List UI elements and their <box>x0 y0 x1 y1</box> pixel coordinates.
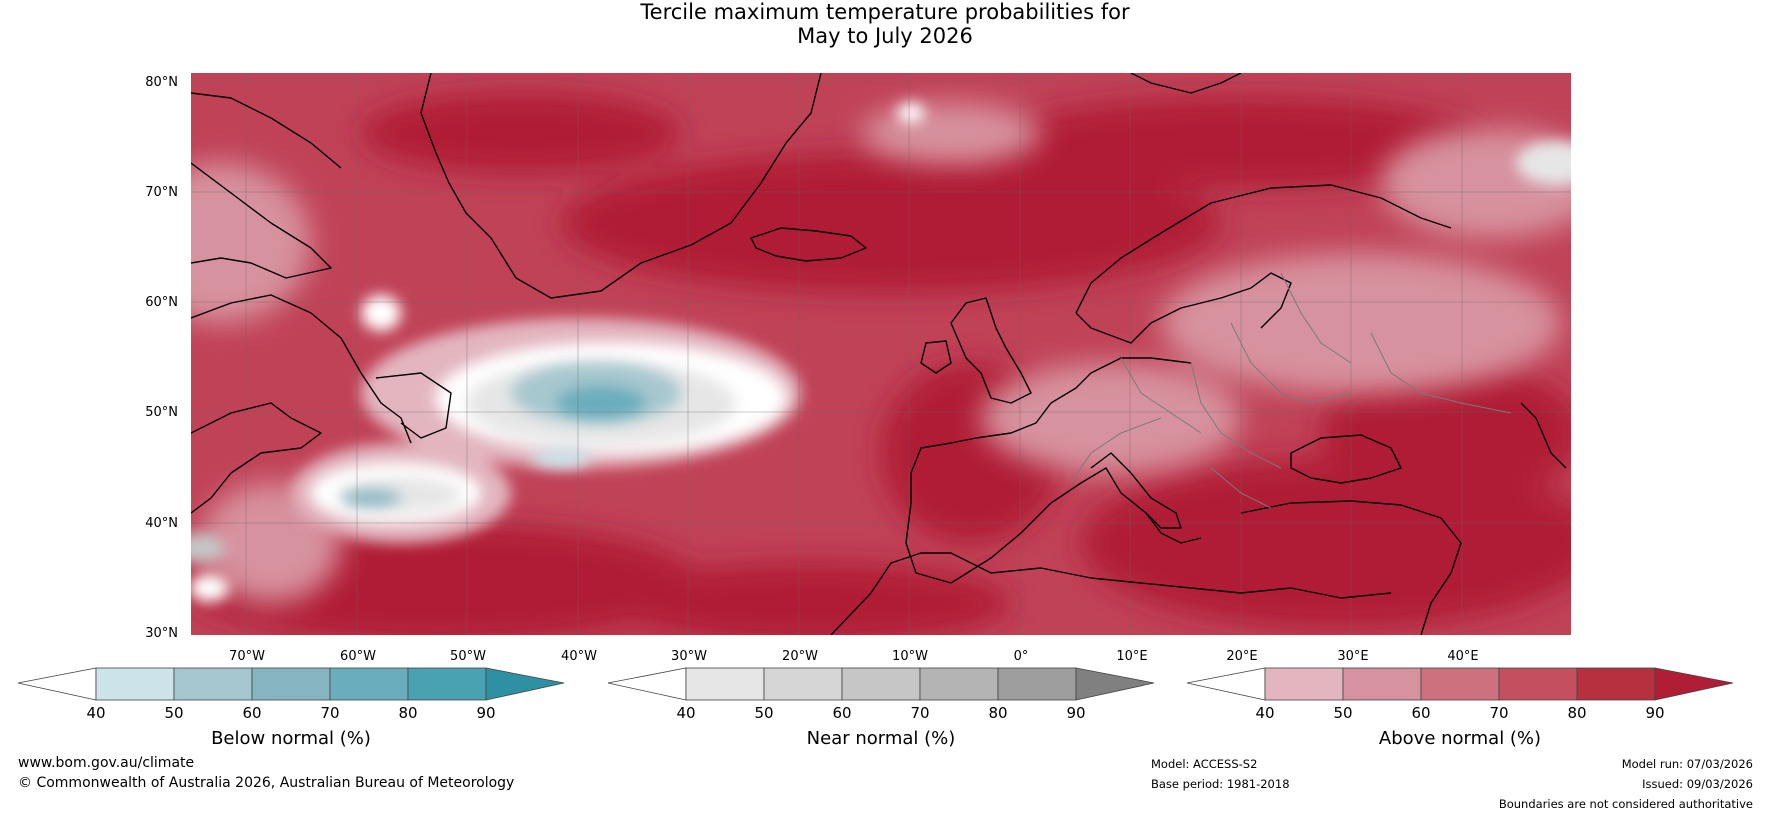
colorbar-near-bin-1 <box>685 667 765 701</box>
colorbar-below-tick-60: 60 <box>242 704 262 722</box>
colorbar-above-tick-90: 90 <box>1645 704 1665 722</box>
colorbar-near-tick-70: 70 <box>910 704 930 722</box>
title-line-1: Tercile maximum temperature probabilitie… <box>640 0 1130 24</box>
colorbar-near-tick-40: 40 <box>676 704 696 722</box>
lon-label-10e: 10°E <box>1116 649 1148 664</box>
colorbar-below-tick-80: 80 <box>398 704 418 722</box>
colorbar-near-under-triangle <box>607 667 687 701</box>
probability-map <box>191 73 1571 635</box>
footer-disclaimer: Boundaries are not considered authoritat… <box>1498 797 1753 811</box>
lat-label-40n: 40°N <box>145 516 178 531</box>
lat-label-50n: 50°N <box>145 405 178 420</box>
colorbar-near-bin-5 <box>997 667 1077 701</box>
colorbar-above-normal-swatches <box>1186 667 1734 701</box>
colorbar-near-normal-swatches <box>607 667 1155 701</box>
colorbar-below-normal-swatches <box>17 667 565 701</box>
title-line-2: May to July 2026 <box>797 24 973 48</box>
lon-label-30w: 30°W <box>671 649 707 664</box>
colorbar-below-over-triangle <box>485 667 565 701</box>
colorbar-above-bin-5 <box>1576 667 1656 701</box>
colorbar-below-tick-50: 50 <box>164 704 184 722</box>
colorbar-above-bin-3 <box>1420 667 1500 701</box>
colorbar-above-tick-50: 50 <box>1333 704 1353 722</box>
lat-label-60n: 60°N <box>145 295 178 310</box>
lon-label-40e: 40°E <box>1447 649 1479 664</box>
below-normal-region <box>341 363 681 506</box>
above-normal-low-regions <box>191 103 1571 603</box>
colorbar-below-tick-40: 40 <box>86 704 106 722</box>
colorbar-below-label: Below normal (%) <box>211 728 371 749</box>
colorbar-above-over-triangle <box>1654 667 1734 701</box>
lat-label-80n: 80°N <box>145 75 178 90</box>
footer-base-period: Base period: 1981-2018 <box>1151 777 1290 791</box>
colorbar-above-tick-80: 80 <box>1567 704 1587 722</box>
graticule <box>191 73 1571 635</box>
colorbar-near-tick-90: 90 <box>1066 704 1086 722</box>
colorbar-near-over-triangle <box>1075 667 1155 701</box>
colorbar-near-normal: 40 50 60 70 80 90 Near normal (%) <box>607 667 1158 749</box>
colorbar-above-bin-1 <box>1264 667 1344 701</box>
colorbar-above-under-triangle <box>1186 667 1266 701</box>
colorbar-near-label: Near normal (%) <box>806 728 956 749</box>
colorbar-below-bin-2 <box>173 667 253 701</box>
country-borders <box>1070 272 1512 509</box>
footer-copyright: © Commonwealth of Australia 2026, Austra… <box>18 775 515 791</box>
colorbar-below-normal: 40 50 60 70 80 90 Below normal (%) <box>17 667 568 749</box>
lon-label-0: 0° <box>1013 649 1029 664</box>
colorbar-above-tick-60: 60 <box>1411 704 1431 722</box>
lon-label-60w: 60°W <box>340 649 376 664</box>
above-normal-high-regions <box>191 93 1571 635</box>
lon-label-50w: 50°W <box>450 649 486 664</box>
colorbar-above-label: Above normal (%) <box>1378 728 1542 749</box>
colorbar-below-bin-1 <box>95 667 175 701</box>
colorbar-near-tick-80: 80 <box>988 704 1008 722</box>
colorbar-above-tick-70: 70 <box>1489 704 1509 722</box>
colorbar-above-bin-4 <box>1498 667 1578 701</box>
colorbar-near-bin-3 <box>841 667 921 701</box>
colorbar-below-under-triangle <box>17 667 97 701</box>
footer-model-run: Model run: 07/03/2026 <box>1621 757 1753 771</box>
lon-label-30e: 30°E <box>1337 649 1369 664</box>
lon-label-10w: 10°W <box>892 649 928 664</box>
colorbar-above-tick-40: 40 <box>1255 704 1275 722</box>
lat-label-30n: 30°N <box>145 626 178 641</box>
lon-label-70w: 70°W <box>229 649 265 664</box>
colorbar-near-bin-2 <box>763 667 843 701</box>
colorbar-above-normal: 40 50 60 70 80 90 Above normal (%) <box>1186 667 1737 749</box>
lat-label-70n: 70°N <box>145 185 178 200</box>
colorbar-above-bin-2 <box>1342 667 1422 701</box>
colorbar-below-bin-4 <box>329 667 409 701</box>
footer-website-link[interactable]: www.bom.gov.au/climate <box>18 755 195 771</box>
footer-issued: Issued: 09/03/2026 <box>1642 777 1753 791</box>
lon-label-20e: 20°E <box>1226 649 1258 664</box>
lon-label-40w: 40°W <box>561 649 597 664</box>
colorbar-near-tick-50: 50 <box>754 704 774 722</box>
lon-label-20w: 20°W <box>782 649 818 664</box>
colorbar-below-bin-5 <box>407 667 487 701</box>
colorbar-below-tick-70: 70 <box>320 704 340 722</box>
colorbar-below-bin-3 <box>251 667 331 701</box>
colorbar-near-bin-4 <box>919 667 999 701</box>
footer-model: Model: ACCESS-S2 <box>1151 757 1258 771</box>
colorbar-below-tick-90: 90 <box>476 704 496 722</box>
colorbar-near-tick-60: 60 <box>832 704 852 722</box>
chart-title: Tercile maximum temperature probabilitie… <box>0 0 1770 48</box>
coastlines <box>191 73 1567 635</box>
